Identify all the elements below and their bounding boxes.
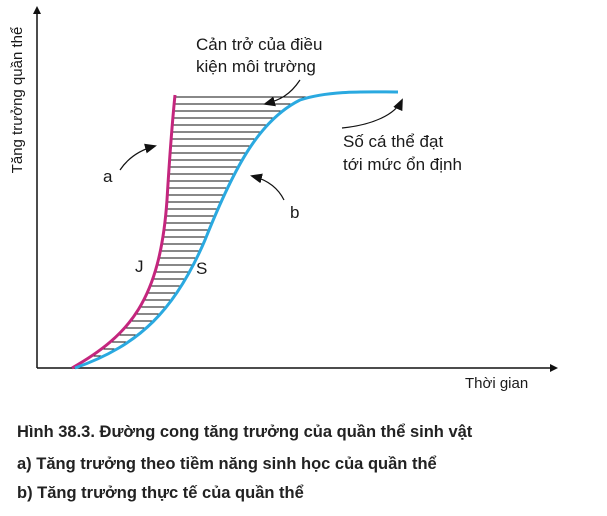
arrow [341,98,403,129]
arrow [250,173,285,201]
equilibrium-label: Số cá thể đạt [343,132,443,151]
hatching [91,96,311,357]
constraint-label: Cản trở của điều [196,35,322,54]
arrow [263,79,301,107]
arrow [119,143,157,171]
label-b: b [290,203,299,222]
x-axis-label: Thời gian [465,375,528,392]
y-axis-label: Tăng trưởng quần thể [9,27,26,174]
label-a: a [103,167,113,186]
caption-title: Hình 38.3. Đường cong tăng trưởng của qu… [17,423,473,441]
label-s: S [196,259,207,278]
j-curve [71,94,177,370]
s-curve [74,90,399,370]
caption-line: b) Tăng trưởng thực tế của quần thể [17,484,304,502]
equilibrium-label: tới mức ổn định [343,155,462,174]
label-j: J [135,257,144,276]
constraint-label: kiện môi trường [196,57,316,76]
caption-line: a) Tăng trưởng theo tiềm năng sinh học c… [17,455,437,473]
